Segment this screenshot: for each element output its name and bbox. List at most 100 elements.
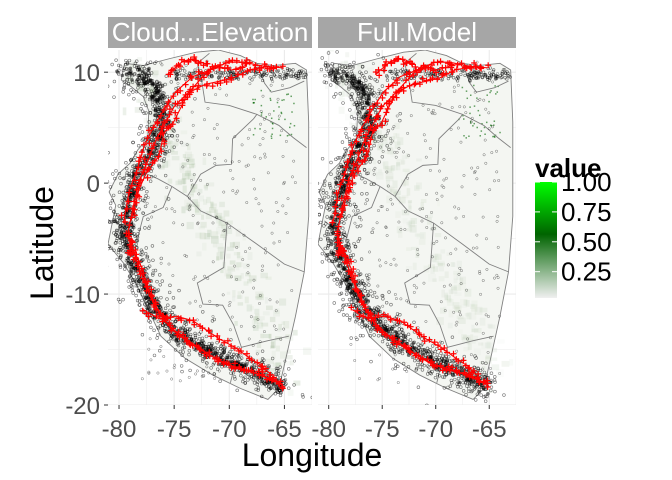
occurrence-point — [272, 73, 276, 77]
raster-cell — [416, 158, 422, 162]
occurrence-point — [263, 247, 267, 251]
occurrence-point — [266, 380, 271, 385]
raster-cell — [262, 311, 270, 316]
occurrence-point — [127, 58, 132, 63]
raster-cell — [226, 253, 231, 259]
occurrence-point — [330, 195, 334, 200]
occurrence-point — [386, 344, 391, 349]
raster-cell — [202, 242, 207, 251]
occurrence-point — [290, 289, 294, 292]
occurrence-point — [335, 277, 339, 281]
raster-cell — [187, 154, 194, 163]
occurrence-point — [372, 143, 376, 148]
green-spot — [461, 86, 464, 89]
occurrence-point — [377, 134, 382, 139]
green-spots — [252, 89, 296, 140]
raster-cell — [273, 310, 280, 317]
occurrence-point — [148, 92, 152, 97]
occurrence-point — [162, 157, 166, 161]
occurrence-point — [359, 257, 364, 261]
occurrence-point — [291, 175, 294, 179]
occurrence-point — [260, 357, 265, 361]
occurrence-point — [188, 205, 192, 209]
occurrence-point — [181, 223, 185, 227]
occurrence-point — [194, 299, 197, 303]
occurrence-point — [262, 70, 267, 75]
occurrence-point — [167, 290, 172, 295]
raster-cell — [218, 219, 226, 226]
raster-cell — [194, 204, 200, 213]
occurrence-point — [149, 325, 153, 330]
occurrence-point — [274, 372, 279, 376]
occurrence-point — [433, 375, 438, 380]
raster-cell — [377, 135, 383, 143]
raster-cell — [143, 117, 149, 124]
occurrence-point — [188, 368, 192, 373]
occurrence-point — [123, 242, 128, 247]
occurrence-point — [149, 71, 154, 75]
occurrence-point — [118, 236, 123, 241]
occurrence-point — [489, 388, 493, 393]
raster-cell — [496, 369, 504, 378]
occurrence-point — [430, 369, 434, 374]
occurrence-point — [246, 378, 250, 382]
occurrence-point — [320, 157, 325, 161]
occurrence-point — [188, 203, 192, 207]
occurrence-point — [347, 302, 351, 307]
raster-cell — [181, 178, 187, 185]
raster-cell — [444, 271, 449, 279]
occurrence-point — [300, 393, 305, 397]
occurrence-point — [362, 82, 366, 86]
occurrence-point — [151, 273, 155, 277]
occurrence-point — [220, 71, 224, 75]
occurrence-point — [252, 278, 256, 282]
occurrence-point — [176, 81, 180, 85]
occurrence-point — [442, 386, 447, 390]
occurrence-point — [318, 221, 320, 226]
occurrence-point — [376, 334, 381, 338]
green-spot — [278, 118, 280, 121]
occurrence-point — [119, 248, 123, 252]
occurrence-point — [187, 208, 191, 212]
occurrence-point — [155, 104, 159, 108]
raster-cell — [124, 75, 133, 80]
occurrence-point — [416, 385, 421, 389]
occurrence-point — [153, 90, 158, 95]
green-spot — [493, 135, 496, 138]
occurrence-point — [165, 369, 169, 373]
raster-cell — [264, 296, 268, 304]
raster-cell — [444, 292, 448, 301]
raster-cell — [380, 150, 389, 154]
raster-cell — [458, 317, 466, 324]
raster-cell — [166, 141, 171, 145]
raster-cell — [281, 321, 285, 326]
raster-cell — [236, 252, 241, 259]
occurrence-point — [492, 378, 497, 382]
occurrence-point — [170, 134, 175, 138]
occurrence-point — [144, 296, 148, 300]
occurrence-point — [155, 279, 159, 284]
occurrence-point — [278, 72, 282, 77]
raster-cell — [395, 133, 400, 138]
occurrence-point — [353, 126, 357, 131]
raster-cell — [181, 206, 186, 214]
occurrence-point — [235, 277, 239, 281]
occurrence-point — [172, 129, 176, 133]
occurrence-point — [347, 318, 352, 322]
raster-cell — [175, 180, 182, 186]
green-spot — [260, 104, 263, 107]
occurrence-point — [276, 263, 280, 267]
occurrence-point — [152, 309, 157, 314]
green-spot — [488, 100, 490, 103]
occurrence-point — [108, 206, 113, 210]
green-spot — [260, 114, 263, 116]
occurrence-point — [258, 156, 262, 160]
occurrence-point — [259, 394, 264, 399]
occurrence-point — [272, 324, 276, 328]
occurrence-point — [293, 181, 297, 185]
occurrence-point — [151, 258, 155, 262]
occurrence-point — [131, 278, 135, 282]
occurrence-point — [246, 271, 250, 275]
raster-cell — [186, 166, 192, 174]
